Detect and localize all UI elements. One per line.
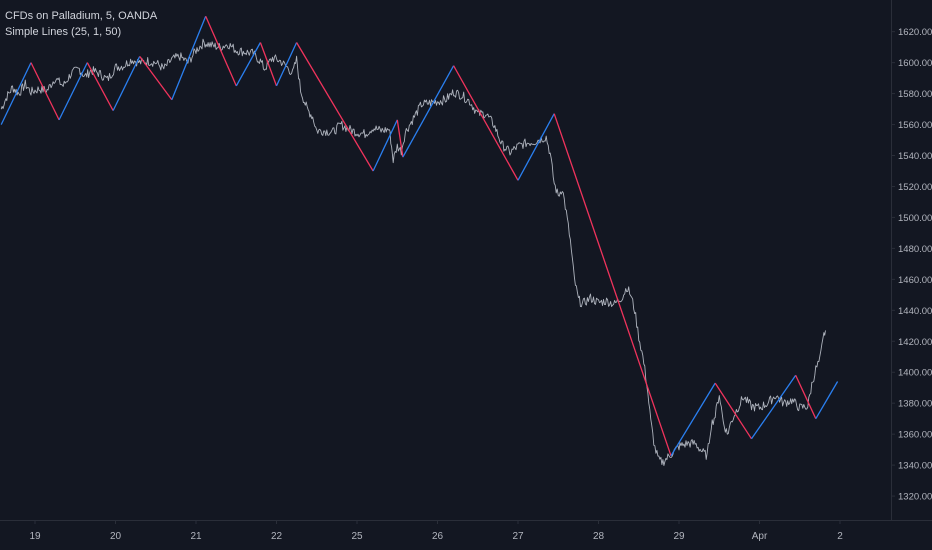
- up-segment-2: [58, 62, 88, 121]
- x-tick-label: 28: [593, 531, 605, 542]
- indicator-title[interactable]: Simple Lines (25, 1, 50): [5, 26, 122, 38]
- y-tick-label: 1560.000: [898, 120, 932, 131]
- y-tick-label: 1440.000: [898, 306, 932, 317]
- y-tick-label: 1480.000: [898, 244, 932, 255]
- y-tick-label: 1420.000: [898, 337, 932, 348]
- simple-lines-series: [0, 15, 839, 457]
- down-segment-9: [259, 42, 278, 87]
- down-segment-1: [30, 62, 60, 121]
- up-segment-16: [517, 113, 555, 181]
- down-segment-13: [396, 119, 404, 158]
- down-segment-17: [553, 113, 672, 457]
- y-tick-label: 1500.000: [898, 213, 932, 224]
- up-segment-14: [402, 65, 455, 158]
- price-axis[interactable]: 1320.000 1340.000 1360.000 1380.000 1400.000…: [891, 27, 932, 503]
- y-tick-label: 1520.000: [898, 182, 932, 193]
- up-segment-12: [372, 119, 398, 172]
- y-tick-label: 1340.000: [898, 461, 932, 472]
- down-segment-11: [296, 42, 374, 172]
- x-tick-label: 22: [271, 531, 283, 542]
- y-tick-label: 1600.000: [898, 58, 932, 69]
- up-segment-4: [112, 56, 141, 111]
- x-tick-label: 25: [351, 531, 363, 542]
- chart-legend: CFDs on Palladium, 5, OANDA Simple Lines…: [5, 8, 157, 40]
- up-segment-20: [750, 374, 797, 440]
- x-tick-label: 2: [837, 531, 843, 542]
- y-tick-label: 1320.000: [898, 492, 932, 503]
- x-tick-label: 21: [190, 531, 202, 542]
- x-tick-label: 26: [432, 531, 444, 542]
- y-tick-label: 1460.000: [898, 275, 932, 286]
- down-segment-19: [714, 382, 753, 440]
- x-tick-label: 27: [512, 531, 524, 542]
- up-segment-22: [815, 381, 839, 420]
- y-tick-label: 1380.000: [898, 399, 932, 410]
- x-tick-label: 20: [110, 531, 122, 542]
- up-segment-0: [0, 62, 32, 125]
- y-tick-label: 1540.000: [898, 151, 932, 162]
- y-tick-label: 1620.000: [898, 27, 932, 38]
- down-segment-5: [139, 56, 173, 101]
- up-segment-8: [235, 42, 261, 87]
- down-segment-7: [205, 15, 237, 87]
- y-tick-label: 1580.000: [898, 89, 932, 100]
- y-tick-label: 1400.000: [898, 368, 932, 379]
- down-segment-15: [453, 65, 519, 181]
- down-segment-3: [86, 62, 114, 111]
- down-segment-21: [795, 375, 817, 419]
- time-axis[interactable]: 19 20 21 22 25 26 27 28 29 Apr 2: [29, 520, 843, 542]
- y-tick-label: 1360.000: [898, 430, 932, 441]
- x-tick-label: 29: [673, 531, 685, 542]
- symbol-title[interactable]: CFDs on Palladium, 5, OANDA: [5, 10, 158, 22]
- up-segment-10: [275, 42, 298, 87]
- x-tick-label: 19: [29, 531, 41, 542]
- up-segment-18: [670, 382, 716, 457]
- x-tick-label: Apr: [752, 531, 768, 542]
- up-segment-6: [171, 15, 207, 101]
